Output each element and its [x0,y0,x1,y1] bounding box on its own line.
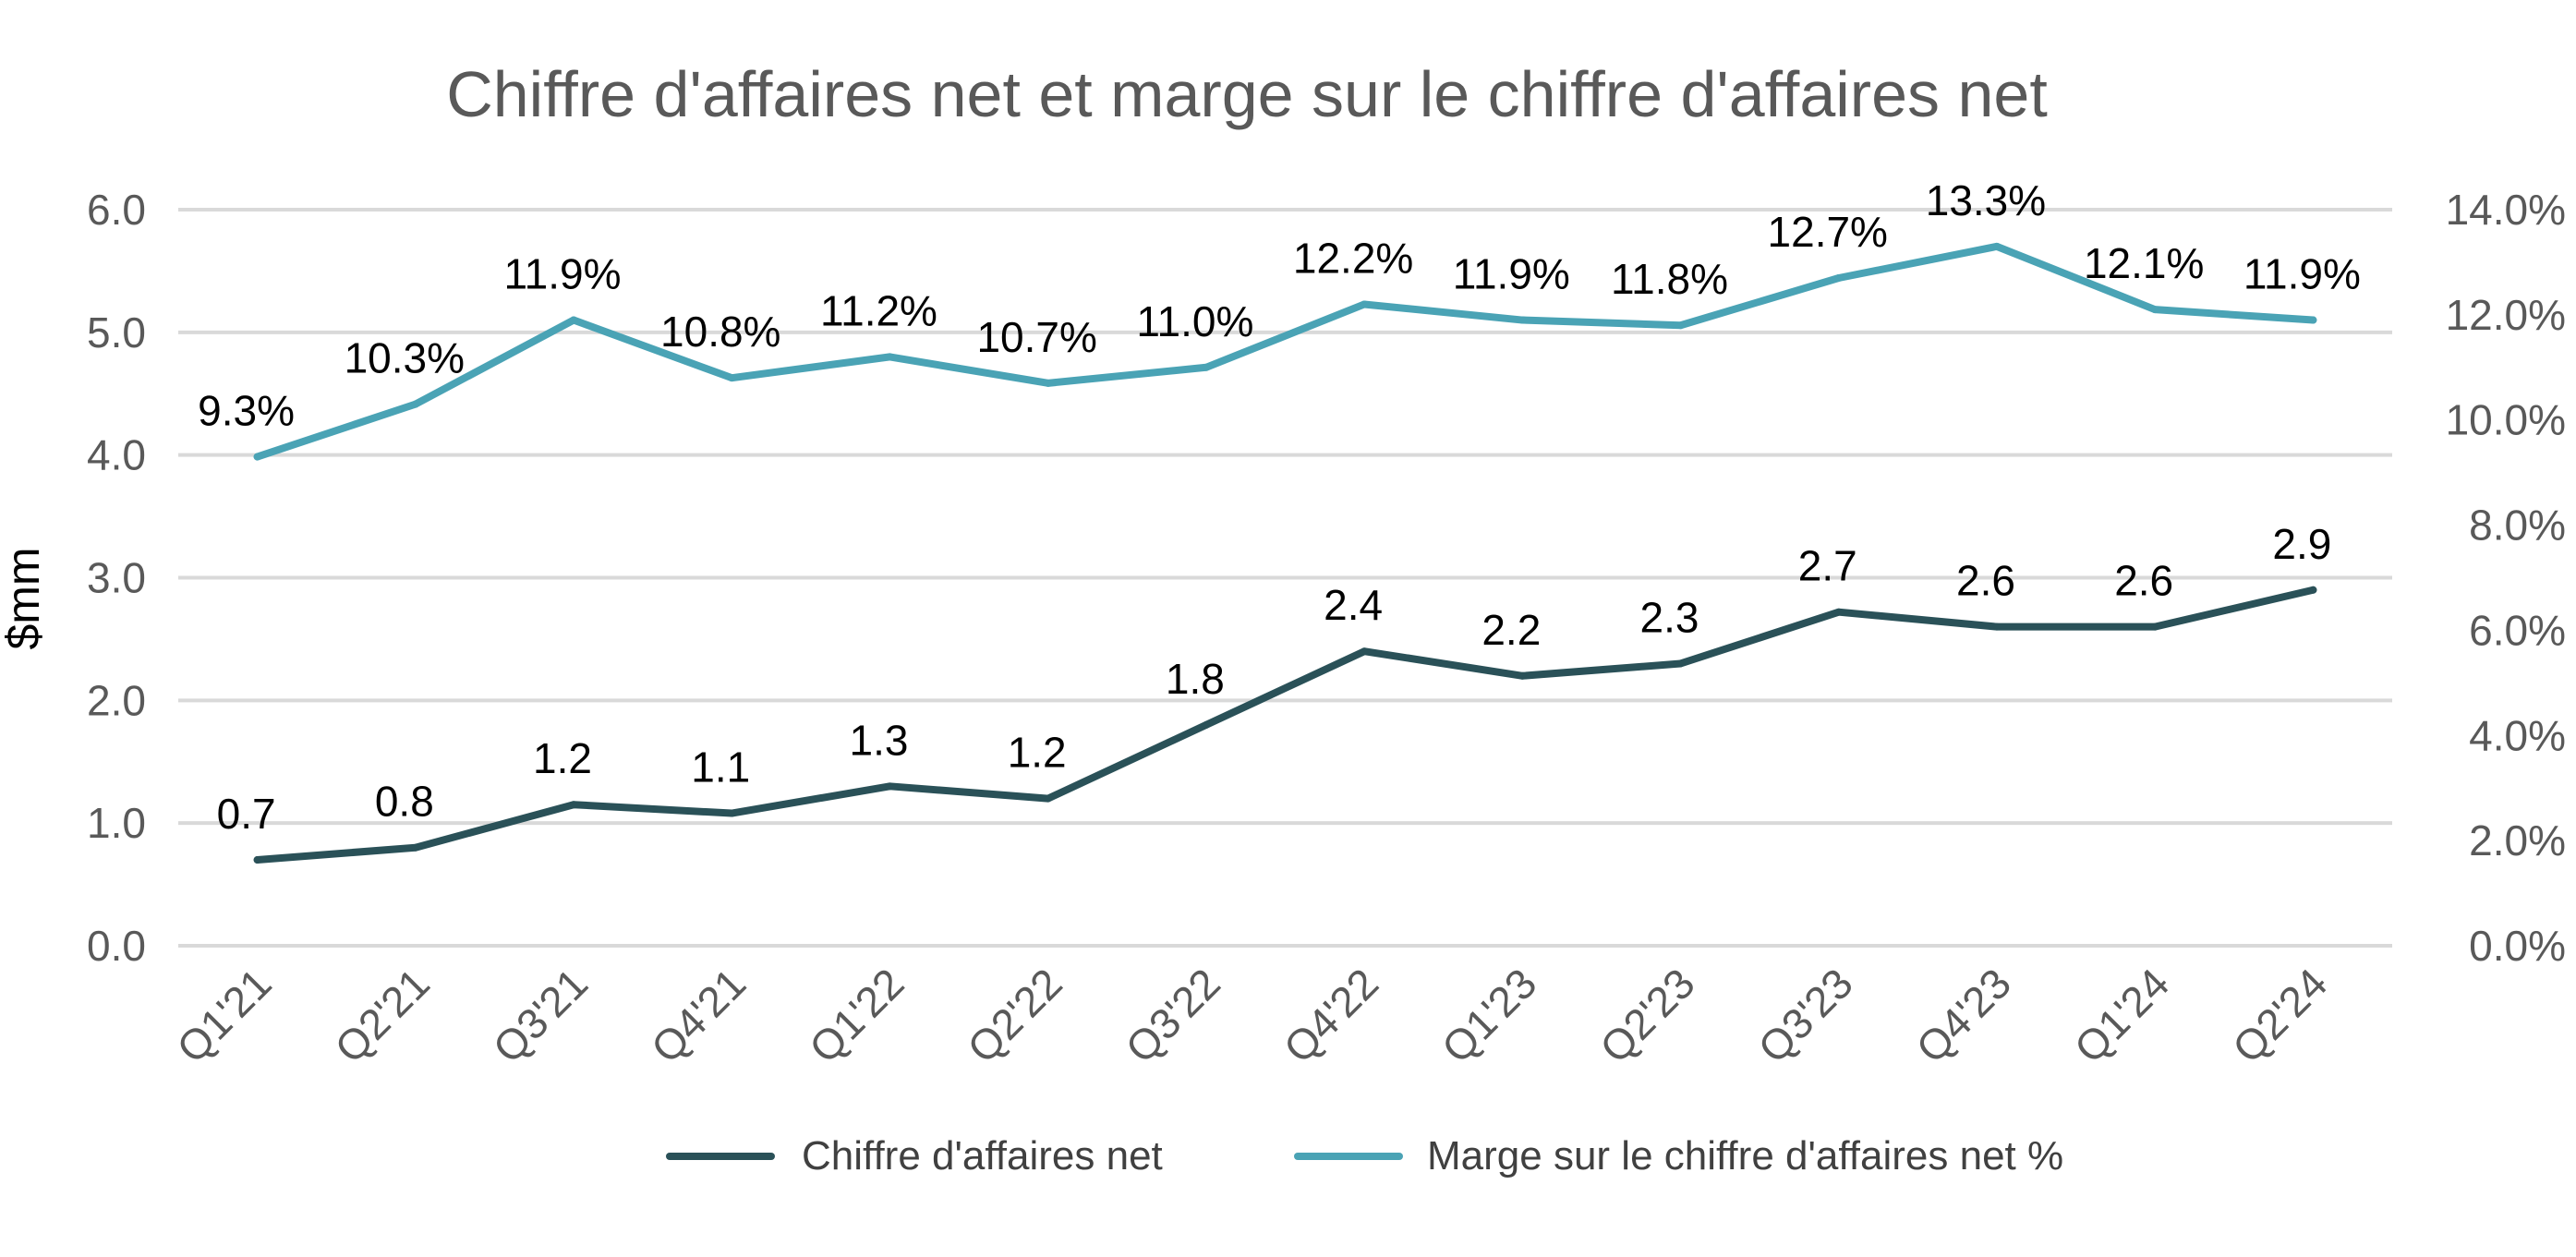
data-point [253,453,261,461]
data-label: 0.8 [375,778,434,826]
data-point [1992,242,2001,250]
y-tick-label: 6.0 [87,186,146,234]
y2-tick-label: 8.0% [2469,502,2566,550]
y2-tick-label: 12.0% [2446,291,2566,339]
x-tick-label: Q3'23 [1748,959,1862,1072]
legend-label: Marge sur le chiffre d'affaires net % [1427,1133,2063,1178]
data-label: 2.4 [1324,581,1383,629]
data-label: 2.3 [1640,593,1699,641]
data-label: 11.9% [1453,250,1570,298]
y-tick-label: 5.0 [87,308,146,357]
x-tick-label: Q4'22 [1275,959,1388,1072]
x-tick-label: Q3'22 [1116,959,1229,1072]
left-y-axis: 0.0 1.0 2.0 3.0 4.0 5.0 6.0 [87,186,146,970]
y2-tick-label: 14.0% [2446,186,2566,234]
data-point [1361,647,1369,656]
data-point [1676,321,1685,330]
legend-label: Chiffre d'affaires net [802,1133,1163,1178]
data-label: 1.1 [691,743,750,792]
gridlines [178,208,2392,948]
x-tick-label: Q1'24 [2065,959,2179,1072]
data-label: 11.8% [1611,255,1728,303]
x-tick-label: Q2'23 [1590,959,1704,1072]
y-tick-label: 3.0 [87,554,146,602]
series-line-revenue [253,586,2317,864]
data-point [411,400,419,408]
data-point [886,782,894,791]
x-tick-label: Q4'23 [1906,959,2020,1072]
data-label: 10.3% [345,334,465,382]
data-label: 2.6 [2114,557,2173,605]
data-label: 12.1% [2084,239,2204,287]
data-label: 11.9% [2243,250,2361,298]
data-point [1676,659,1685,668]
data-label: 2.2 [1482,606,1541,654]
data-point [570,316,578,324]
data-label: 10.8% [660,308,780,356]
data-point [1044,794,1052,803]
data-point [1044,379,1052,387]
x-tick-label: Q2'24 [2223,959,2337,1072]
x-axis: Q1'21 Q2'21 Q3'21 Q4'21 Q1'22 Q2'22 Q3'22 Q4'22… [167,959,2336,1072]
data-label: 11.9% [504,250,622,298]
data-point [1518,316,1527,324]
data-point [2151,622,2159,631]
x-tick-label: Q2'21 [325,959,439,1072]
y-tick-label: 4.0 [87,431,146,479]
data-point [1202,363,1210,371]
data-point [1992,622,2001,631]
x-tick-label: Q1'21 [167,959,281,1072]
data-point [411,843,419,852]
y2-tick-label: 2.0% [2469,816,2566,864]
x-tick-label: Q1'23 [1433,959,1546,1072]
data-point [1834,608,1843,616]
y-tick-label: 0.0 [87,922,146,970]
data-label: 9.3% [198,387,295,435]
data-label: 1.8 [1166,655,1225,703]
series-lines [253,242,2317,864]
data-label: 11.2% [820,286,937,334]
data-label: 12.2% [1293,234,1413,282]
data-label: 12.7% [1768,208,1888,256]
legend: Chiffre d'affaires net Marge sur le chiff… [666,1133,2063,1178]
data-labels: 0.7 0.8 1.2 1.1 1.3 1.2 1.8 2.4 2.2 2.3 2.7 2.6 2.6 2… [198,176,2361,838]
y2-tick-label: 4.0% [2469,711,2566,759]
data-label: 13.3% [1926,176,2046,224]
data-point [1202,720,1210,729]
data-label: 1.3 [849,716,908,764]
data-label: 2.9 [2272,520,2331,568]
data-point [570,801,578,809]
x-tick-label: Q3'21 [484,959,598,1072]
data-label: 1.2 [1008,729,1067,777]
y2-tick-label: 6.0% [2469,606,2566,654]
data-point [1834,274,1843,283]
x-tick-label: Q2'22 [958,959,1071,1072]
data-point [1361,300,1369,308]
data-point [2151,306,2159,314]
x-tick-label: Q1'22 [800,959,913,1072]
y-tick-label: 2.0 [87,676,146,724]
data-point [1518,671,1527,680]
y-tick-label: 1.0 [87,799,146,847]
y-axis-title: $mm [0,547,49,649]
data-point [886,353,894,361]
data-point [2309,586,2317,594]
data-label: 11.0% [1136,297,1253,345]
chart-title: Chiffre d'affaires net et marge sur le c… [446,58,2048,130]
x-tick-label: Q4'21 [642,959,756,1072]
data-point [2309,316,2317,324]
y2-tick-label: 0.0% [2469,922,2566,970]
data-label: 1.2 [533,734,592,782]
right-y-axis: 0.0% 2.0% 4.0% 6.0% 8.0% 10.0% 12.0% 14.0% [2446,186,2566,970]
data-label: 10.7% [976,313,1096,361]
y2-tick-label: 10.0% [2446,396,2566,444]
series-line-margin [253,242,2317,461]
data-point [728,809,736,817]
data-point [728,374,736,382]
data-label: 0.7 [217,790,276,838]
data-label: 2.7 [1798,542,1857,590]
data-point [253,856,261,864]
data-label: 2.6 [1956,557,2015,605]
